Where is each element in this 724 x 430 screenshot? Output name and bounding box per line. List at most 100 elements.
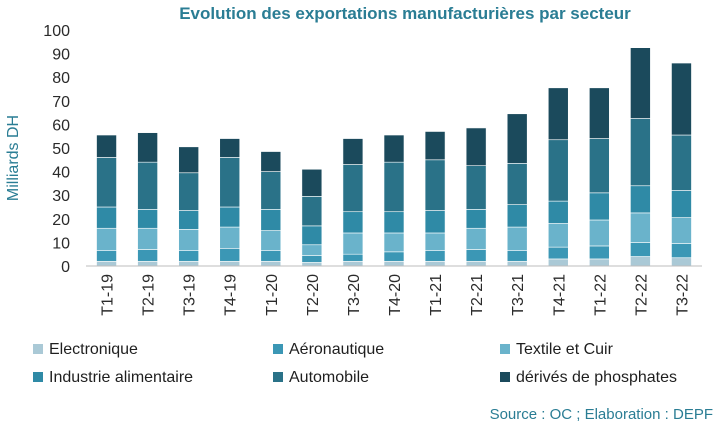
x-tick-label: T3-22 (674, 274, 691, 316)
bar-segment-series-0 (425, 261, 445, 266)
y-tick-label: 80 (52, 70, 70, 87)
bar-segment-series-0 (343, 261, 363, 266)
legend-swatch (33, 372, 43, 382)
bar-segment-series-4 (343, 165, 363, 212)
bar-segment-series-2 (507, 227, 527, 251)
legend-item: dérivés de phosphates (500, 369, 677, 386)
bar-segment-series-0 (630, 257, 650, 266)
bar-stack (671, 63, 691, 266)
bar-stack (261, 152, 281, 266)
bar-segment-series-3 (138, 209, 158, 228)
bar-segment-series-1 (384, 252, 404, 261)
legend-item: Aéronautique (273, 341, 384, 358)
bar-segment-series-2 (589, 220, 609, 246)
bar-segment-series-1 (220, 248, 240, 261)
x-tick-label: T1-22 (592, 274, 609, 316)
legend: Electronique Aéronautique Textile et Cuir I… (33, 341, 677, 386)
bar-segment-series-2 (425, 233, 445, 251)
bar-stack (302, 169, 322, 266)
bar-segment-series-3 (589, 193, 609, 220)
bar-segment-series-5 (507, 114, 527, 164)
bar-segment-series-3 (220, 207, 240, 227)
bar-stack (630, 48, 650, 266)
x-tick-label: T1-19 (100, 274, 117, 316)
bar-stack (220, 139, 240, 266)
bar-segment-series-2 (384, 233, 404, 252)
bar-segment-series-1 (671, 244, 691, 258)
legend-label: Textile et Cuir (516, 341, 614, 358)
bar-segment-series-2 (138, 228, 158, 249)
bar-segment-series-0 (589, 259, 609, 266)
bar-segment-series-2 (179, 229, 199, 250)
legend-swatch (273, 344, 283, 354)
bar-segment-series-5 (220, 139, 240, 158)
bar-segment-series-2 (630, 213, 650, 243)
bar-segment-series-3 (548, 201, 568, 223)
bar-segment-series-1 (343, 254, 363, 261)
bar-segment-series-2 (261, 231, 281, 251)
x-tick-label: T4-21 (551, 274, 568, 316)
bar-stack (507, 114, 527, 266)
bar-stack (589, 88, 609, 266)
bar-segment-series-4 (220, 157, 240, 207)
bar-segment-series-0 (179, 261, 199, 266)
y-tick-label: 60 (52, 117, 70, 134)
x-tick-label: T2-20 (305, 274, 322, 316)
bar-segment-series-5 (589, 88, 609, 139)
bar-segment-series-2 (220, 227, 240, 248)
bar-segment-series-3 (384, 212, 404, 233)
legend-label: Electronique (49, 341, 138, 358)
chart-title: Evolution des exportations manufacturièr… (179, 4, 631, 23)
y-tick-label: 0 (61, 259, 70, 276)
bar-segment-series-3 (97, 207, 117, 228)
bar-segment-series-4 (384, 162, 404, 212)
bar-segment-series-5 (466, 128, 486, 166)
bar-segment-series-1 (548, 247, 568, 259)
legend-swatch (500, 372, 510, 382)
bar-segment-series-5 (630, 48, 650, 119)
y-axis-label: Milliards DH (5, 115, 22, 201)
bar-segment-series-0 (97, 261, 117, 266)
bar-segment-series-3 (343, 212, 363, 233)
bar-segment-series-1 (630, 242, 650, 256)
bar-segment-series-1 (425, 251, 445, 262)
bar-segment-series-3 (466, 209, 486, 228)
bar-segment-series-1 (589, 246, 609, 259)
bar-segment-series-5 (343, 139, 363, 165)
y-tick-label: 30 (52, 188, 70, 205)
bar-segment-series-5 (425, 131, 445, 159)
bar-segment-series-0 (466, 261, 486, 266)
y-tick-label: 90 (52, 47, 70, 64)
bar-segment-series-4 (138, 162, 158, 209)
bar-stack (548, 88, 568, 266)
legend-swatch (273, 372, 283, 382)
bar-segment-series-1 (261, 251, 281, 262)
bar-segment-series-1 (138, 249, 158, 261)
bar-segment-series-5 (302, 169, 322, 196)
x-tick-label: T4-19 (223, 274, 240, 316)
bar-segment-series-2 (343, 233, 363, 254)
legend-item: Textile et Cuir (500, 341, 614, 358)
bar-stack (97, 135, 117, 266)
legend-label: Industrie alimentaire (49, 369, 193, 386)
x-axis-ticks: T1-19 T2-19 T3-19 T4-19 T1-20 T2-20 T3-20 T4-20… (100, 274, 692, 316)
y-tick-label: 100 (43, 23, 70, 40)
bar-segment-series-5 (97, 135, 117, 157)
bar-segment-series-1 (507, 251, 527, 262)
bar-segment-series-2 (302, 245, 322, 256)
bar-segment-series-3 (630, 186, 650, 213)
y-tick-label: 50 (52, 141, 70, 158)
bar-segment-series-4 (97, 157, 117, 207)
bar-stack (343, 139, 363, 266)
x-tick-label: T3-20 (346, 274, 363, 316)
bar-segment-series-4 (671, 135, 691, 190)
x-tick-label: T3-19 (182, 274, 199, 316)
bar-segment-series-4 (302, 196, 322, 226)
bar-stack (179, 147, 199, 266)
bar-stack (425, 131, 445, 266)
bar-segment-series-3 (425, 211, 445, 233)
legend-label: Aéronautique (289, 341, 384, 358)
bar-segment-series-2 (671, 218, 691, 244)
x-tick-label: T2-21 (469, 274, 486, 316)
bar-stack (384, 135, 404, 266)
